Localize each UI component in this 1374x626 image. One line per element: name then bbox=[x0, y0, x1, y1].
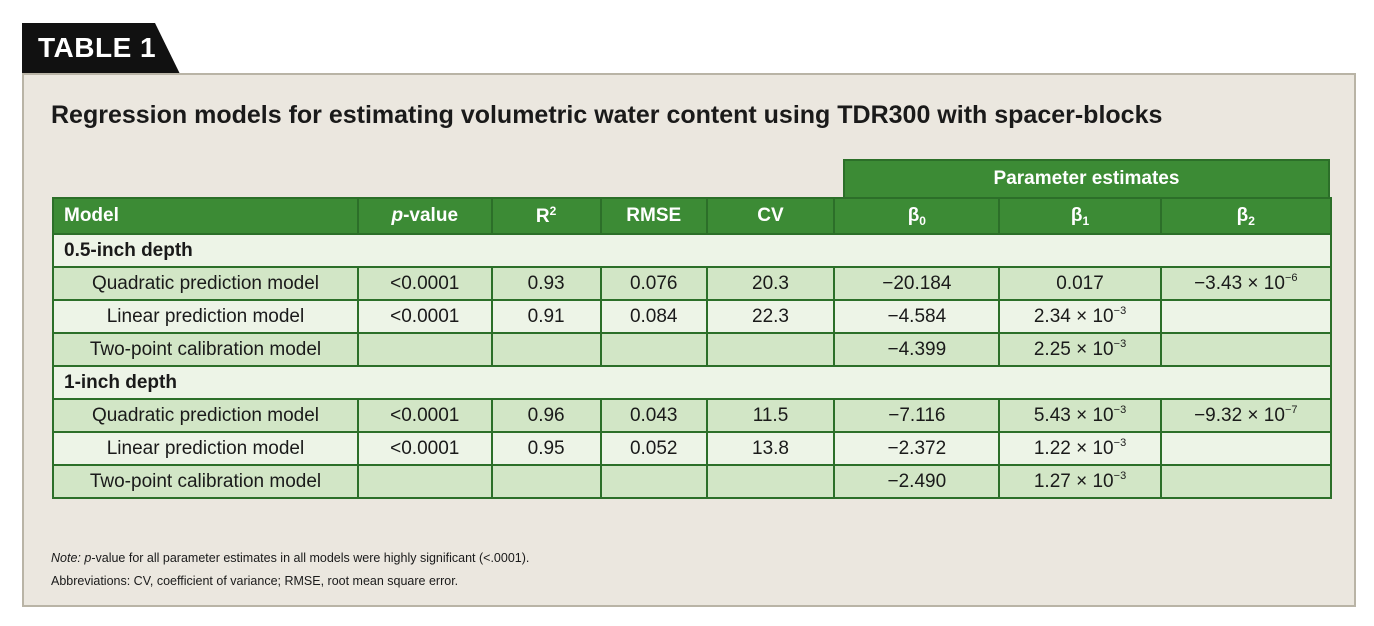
cv-cell: 22.3 bbox=[705, 299, 836, 334]
table-number-tag: TABLE 1 bbox=[22, 23, 180, 74]
cv-cell bbox=[705, 464, 836, 499]
beta2-cell: −3.43 × 10−6 bbox=[1159, 266, 1333, 301]
tag-shape bbox=[22, 23, 180, 74]
model-name: Linear prediction model bbox=[52, 299, 359, 334]
beta0-cell: −4.584 bbox=[833, 299, 1001, 334]
section-row: 1-inch depth bbox=[52, 365, 1332, 400]
note-line: Note: p-value for all parameter estimate… bbox=[51, 551, 530, 565]
beta0-cell: −20.184 bbox=[833, 266, 1001, 301]
section-label: 1-inch depth bbox=[52, 365, 1332, 400]
beta0-cell: −2.490 bbox=[833, 464, 1001, 499]
beta2-cell bbox=[1159, 431, 1333, 466]
rmse-cell bbox=[599, 332, 708, 367]
p-value-cell: <0.0001 bbox=[356, 266, 493, 301]
beta2-cell bbox=[1159, 464, 1333, 499]
model-name: Quadratic prediction model bbox=[52, 266, 359, 301]
section-label: 0.5-inch depth bbox=[52, 233, 1332, 268]
p-value-cell bbox=[356, 464, 493, 499]
beta1-cell: 1.27 × 10−3 bbox=[998, 464, 1162, 499]
r2-cell bbox=[490, 464, 602, 499]
p-value-cell bbox=[356, 332, 493, 367]
rmse-cell: 0.052 bbox=[599, 431, 708, 466]
beta0-cell: −7.116 bbox=[833, 398, 1001, 433]
table-notes: Note: p-value for all parameter estimate… bbox=[51, 547, 529, 593]
table-panel: Regression models for estimating volumet… bbox=[22, 73, 1356, 607]
table-row: Two-point calibration model −2.490 1.27 … bbox=[52, 464, 1333, 499]
p-value-cell: <0.0001 bbox=[356, 398, 493, 433]
col-r-squared: R2 bbox=[490, 197, 602, 235]
col-cv: CV bbox=[705, 197, 836, 235]
beta1-cell: 1.22 × 10−3 bbox=[998, 431, 1162, 466]
model-name: Linear prediction model bbox=[52, 431, 359, 466]
beta0-cell: −4.399 bbox=[833, 332, 1001, 367]
cv-cell bbox=[705, 332, 836, 367]
parameter-estimates-header: Parameter estimates bbox=[843, 159, 1330, 197]
p-value-cell: <0.0001 bbox=[356, 299, 493, 334]
beta2-cell bbox=[1159, 332, 1333, 367]
beta2-cell: −9.32 × 10−7 bbox=[1159, 398, 1333, 433]
model-name: Two-point calibration model bbox=[52, 332, 359, 367]
beta2-cell bbox=[1159, 299, 1333, 334]
column-header-row: Model p-value R2 RMSE CV β0 β1 β2 bbox=[52, 197, 1333, 235]
beta1-cell: 0.017 bbox=[998, 266, 1162, 301]
col-beta-2: β2 bbox=[1159, 197, 1333, 235]
model-name: Quadratic prediction model bbox=[52, 398, 359, 433]
col-rmse: RMSE bbox=[599, 197, 708, 235]
table-row: Linear prediction model <0.0001 0.91 0.0… bbox=[52, 299, 1333, 334]
model-name: Two-point calibration model bbox=[52, 464, 359, 499]
cv-cell: 13.8 bbox=[705, 431, 836, 466]
regression-table: Model p-value R2 RMSE CV β0 β1 β2 0.5-in… bbox=[52, 197, 1333, 499]
table-row: Quadratic prediction model <0.0001 0.96 … bbox=[52, 398, 1333, 433]
r2-cell: 0.95 bbox=[490, 431, 602, 466]
section-row: 0.5-inch depth bbox=[52, 233, 1332, 268]
table-row: Linear prediction model <0.0001 0.95 0.0… bbox=[52, 431, 1333, 466]
table-row: Two-point calibration model −4.399 2.25 … bbox=[52, 332, 1333, 367]
rmse-cell: 0.076 bbox=[599, 266, 708, 301]
p-value-cell: <0.0001 bbox=[356, 431, 493, 466]
r2-cell: 0.96 bbox=[490, 398, 602, 433]
r2-cell: 0.93 bbox=[490, 266, 602, 301]
rmse-cell: 0.043 bbox=[599, 398, 708, 433]
col-p-value: p-value bbox=[356, 197, 493, 235]
table-number-label: TABLE 1 bbox=[38, 32, 157, 63]
rmse-cell: 0.084 bbox=[599, 299, 708, 334]
table-title: Regression models for estimating volumet… bbox=[51, 101, 1163, 129]
col-beta-0: β0 bbox=[833, 197, 1001, 235]
r2-cell bbox=[490, 332, 602, 367]
col-model: Model bbox=[52, 197, 359, 235]
cv-cell: 20.3 bbox=[705, 266, 836, 301]
col-beta-1: β1 bbox=[998, 197, 1162, 235]
r2-cell: 0.91 bbox=[490, 299, 602, 334]
cv-cell: 11.5 bbox=[705, 398, 836, 433]
rmse-cell bbox=[599, 464, 708, 499]
table-row: Quadratic prediction model <0.0001 0.93 … bbox=[52, 266, 1333, 301]
beta1-cell: 5.43 × 10−3 bbox=[998, 398, 1162, 433]
beta0-cell: −2.372 bbox=[833, 431, 1001, 466]
abbreviations-line: Abbreviations: CV, coefficient of varian… bbox=[51, 574, 459, 588]
beta1-cell: 2.25 × 10−3 bbox=[998, 332, 1162, 367]
beta1-cell: 2.34 × 10−3 bbox=[998, 299, 1162, 334]
